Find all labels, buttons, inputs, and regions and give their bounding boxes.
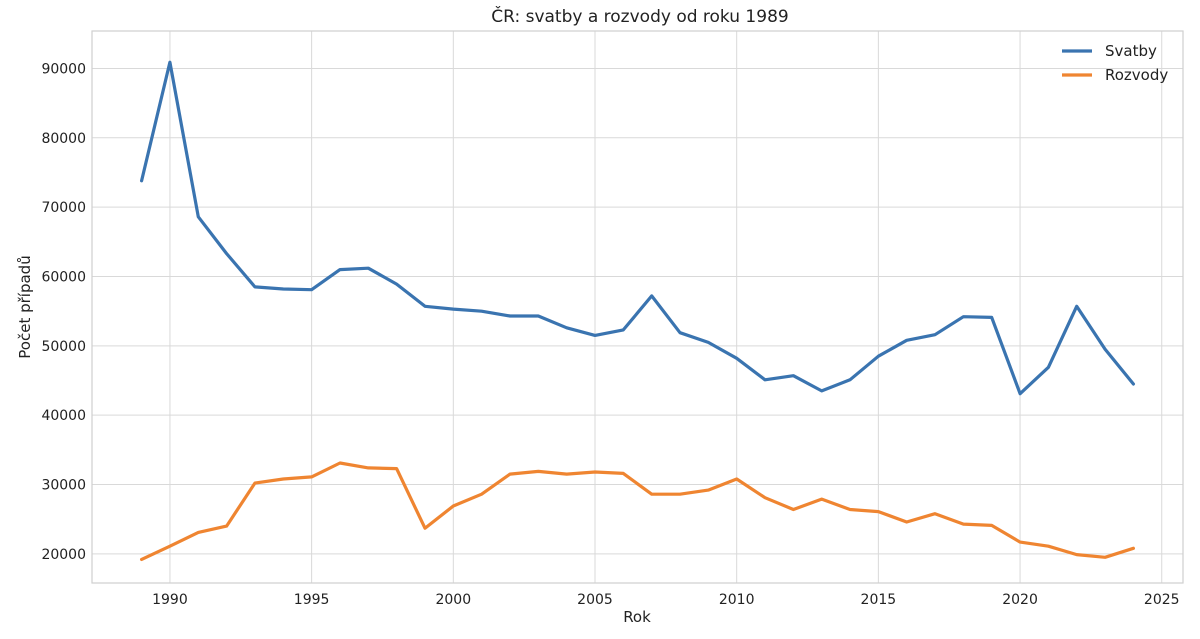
y-axis-label: Počet případů (16, 255, 34, 358)
x-tick-label-2025: 2025 (1144, 592, 1180, 608)
series-line-svatby (140, 60, 1136, 396)
plot-area-frame (91, 30, 1184, 584)
x-tick-label-1995: 1995 (294, 592, 330, 608)
y-tick-label-80000: 80000 (41, 131, 86, 147)
series-lines (140, 60, 1136, 562)
x-tick-label-2010: 2010 (719, 592, 755, 608)
x-axis-label: Rok (623, 608, 651, 626)
x-tick-label-2015: 2015 (861, 592, 897, 608)
grid-lines (92, 31, 1183, 583)
chart-title: ČR: svatby a rozvody od roku 1989 (491, 5, 788, 27)
y-tick-label-40000: 40000 (41, 408, 86, 424)
y-tick-label-70000: 70000 (41, 200, 86, 216)
x-tick-labels: 1990 1995 2000 2005 2010 2015 2020 2025 (152, 592, 1179, 608)
series-line-rozvody (140, 461, 1136, 562)
legend-label-svatby: Svatby (1105, 42, 1157, 60)
y-tick-label-30000: 30000 (41, 478, 86, 494)
y-tick-labels: 20000 30000 40000 50000 60000 70000 80000 90000 (41, 61, 86, 562)
legend: Svatby Rozvody (1062, 42, 1168, 84)
x-tick-label-2020: 2020 (1002, 592, 1038, 608)
x-tick-label-2005: 2005 (577, 592, 613, 608)
y-tick-label-90000: 90000 (41, 61, 86, 77)
y-tick-label-20000: 20000 (41, 547, 86, 563)
x-tick-label-2000: 2000 (435, 592, 471, 608)
y-tick-label-60000: 60000 (41, 269, 86, 285)
x-tick-label-1990: 1990 (152, 592, 188, 608)
legend-label-rozvody: Rozvody (1105, 66, 1168, 84)
y-tick-label-50000: 50000 (41, 339, 86, 355)
